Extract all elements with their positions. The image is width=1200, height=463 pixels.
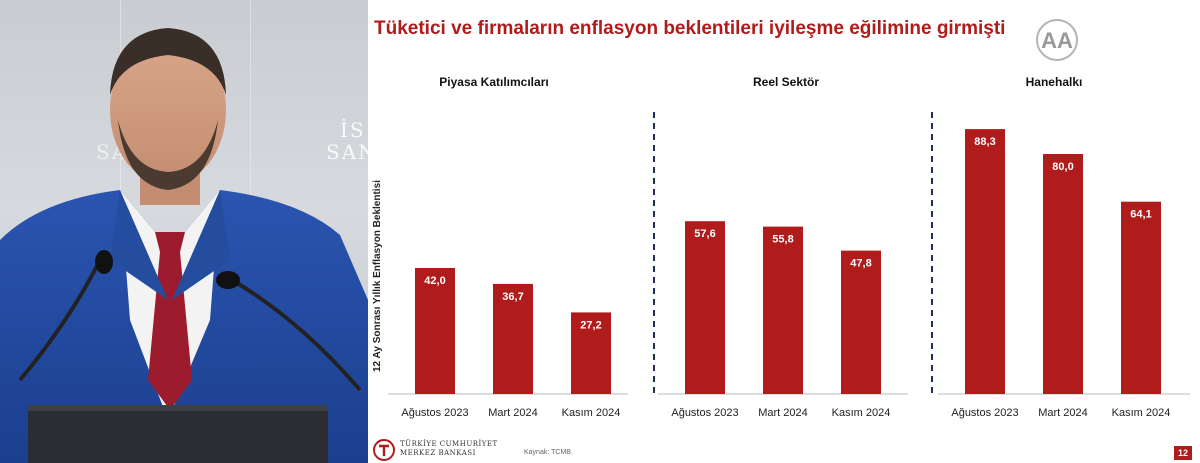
bar <box>685 221 725 394</box>
presentation-slide: Tüketici ve firmaların enflasyon beklent… <box>368 0 1200 463</box>
speaker-image <box>0 28 368 463</box>
chart-title: Piyasa Katılımcıları <box>439 75 548 89</box>
source-note: Kaynak: TCMB. <box>524 449 573 456</box>
bar <box>841 250 881 394</box>
data-label: 47,8 <box>850 258 871 270</box>
bank-name-line2: MERKEZ BANKASI <box>400 449 476 457</box>
video-panel: İS SAN SA I <box>0 0 368 463</box>
x-tick-label: Mart 2024 <box>758 407 808 419</box>
x-tick-label: Kasım 2024 <box>562 407 621 419</box>
data-label: 27,2 <box>580 319 601 331</box>
chart-title: Reel Sektör <box>753 75 819 89</box>
x-tick-label: Kasım 2024 <box>832 407 891 419</box>
aa-watermark-text: AA <box>1041 28 1073 53</box>
data-label: 64,1 <box>1130 209 1151 221</box>
bar <box>571 312 611 394</box>
x-tick-label: Mart 2024 <box>488 407 538 419</box>
x-tick-label: Ağustos 2023 <box>671 407 738 419</box>
bar <box>965 129 1005 394</box>
wall-text-1: İS <box>340 118 366 142</box>
page-number: 12 <box>1173 446 1192 460</box>
chart-title: Hanehalkı <box>1026 75 1083 89</box>
bar <box>763 226 803 394</box>
central-bank-logo-icon <box>373 439 395 461</box>
slide-footer: TÜRKİYE CUMHURİYET MERKEZ BANKASI Kaynak… <box>368 434 1200 463</box>
bar <box>415 268 455 394</box>
data-label: 57,6 <box>694 228 715 240</box>
data-label: 80,0 <box>1052 161 1073 173</box>
aa-watermark-logo: AA <box>1036 19 1078 61</box>
slide-title: Tüketici ve firmaların enflasyon beklent… <box>374 18 1006 39</box>
bank-name: TÜRKİYE CUMHURİYET MERKEZ BANKASI <box>400 440 498 458</box>
data-label: 36,7 <box>502 291 523 303</box>
bar-charts: Piyasa Katılımcıları 42,0 Ağustos 2023 36,7… <box>388 75 1190 419</box>
x-tick-label: Ağustos 2023 <box>401 407 468 419</box>
bar <box>1043 154 1083 394</box>
data-label: 55,8 <box>772 234 793 246</box>
x-tick-label: Kasım 2024 <box>1112 407 1171 419</box>
data-label: 42,0 <box>424 275 445 287</box>
x-tick-label: Ağustos 2023 <box>951 407 1018 419</box>
wall-text-2: SAN <box>326 140 368 164</box>
bank-name-line1: TÜRKİYE CUMHURİYET <box>400 440 498 448</box>
bar <box>493 283 533 394</box>
data-label: 88,3 <box>974 136 995 148</box>
bar <box>1121 201 1161 394</box>
x-tick-label: Mart 2024 <box>1038 407 1088 419</box>
